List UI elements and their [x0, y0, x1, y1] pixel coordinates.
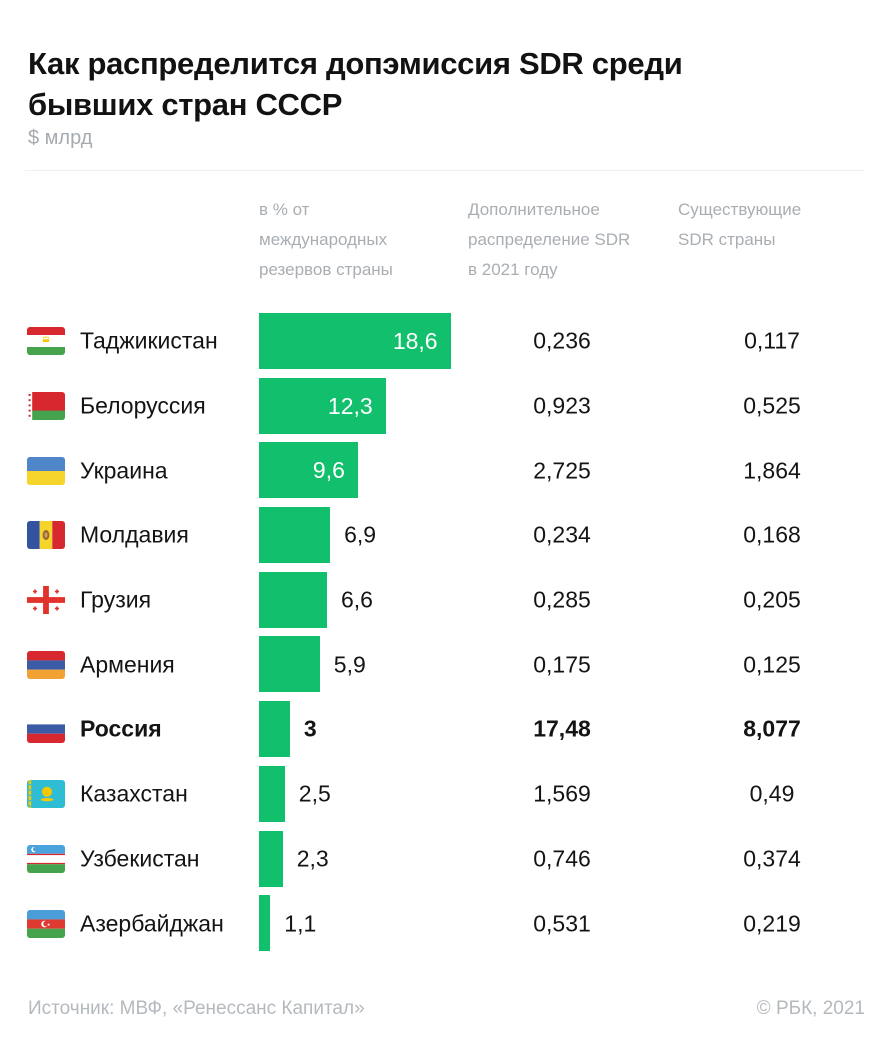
- country-label: Узбекистан: [80, 845, 200, 872]
- column-header-percent-of-reserves: в % от международных резервов страны: [259, 200, 393, 279]
- percent-bar-value: 6,9: [344, 521, 377, 548]
- page-title-line1: Как распределится допэмиссия SDR среди: [28, 45, 683, 81]
- percent-bar: 18,6: [259, 313, 451, 369]
- additional-sdr-value: 0,923: [533, 392, 591, 419]
- percent-bar-value: 6,6: [341, 586, 373, 613]
- existing-sdr-value: 0,168: [743, 521, 801, 548]
- table-row-uzbekistan: Узбекистан 2,3 0,746 0,374: [0, 827, 890, 892]
- page-title: Как распределится допэмиссия SDR среди бы…: [28, 43, 848, 125]
- table-row-russia: Россия 3 17,48 8,077: [0, 697, 890, 762]
- percent-bar-value: 18,6: [392, 328, 438, 354]
- table-row-belarus: Белоруссия 12,3 0,923 0,525: [0, 374, 890, 439]
- additional-sdr-value: 17,48: [533, 715, 591, 742]
- tajikistan-flag-icon: [27, 327, 65, 356]
- table-row-moldova: Молдавия 6,9 0,234 0,168: [0, 503, 890, 568]
- additional-sdr-value: 2,725: [533, 457, 591, 484]
- armenia-flag-icon: [27, 650, 65, 679]
- existing-sdr-value: 8,077: [743, 715, 801, 742]
- additional-sdr-value: 0,234: [533, 521, 591, 548]
- existing-sdr-value: 0,125: [743, 651, 801, 678]
- unit-label: $ млрд: [28, 127, 93, 149]
- table-row-kazakhstan: Казахстан 2,5 1,569 0,49: [0, 762, 890, 827]
- belarus-flag-icon: [27, 392, 65, 421]
- percent-bar-value: 9,6: [312, 457, 345, 484]
- source-label: Источник: МВФ, «Ренессанс Капитал»: [28, 998, 365, 1019]
- percent-bar-value: 12,3: [327, 392, 373, 419]
- column-header-existing-sdr: Существующие SDR страны: [678, 200, 802, 249]
- header-divider: [25, 170, 865, 171]
- additional-sdr-value: 0,531: [533, 910, 591, 937]
- percent-bar: [259, 830, 283, 887]
- percent-bar: [259, 636, 320, 693]
- existing-sdr-value: 0,49: [749, 780, 795, 807]
- percent-bar-value: 5,9: [333, 651, 366, 678]
- kazakhstan-flag-icon: [27, 780, 65, 809]
- country-label: Молдавия: [80, 521, 189, 548]
- percent-bar: [259, 571, 327, 628]
- copyright-label: © РБК, 2021: [756, 998, 865, 1019]
- country-label: Таджикистан: [80, 327, 218, 354]
- table-row-armenia: Армения 5,9 0,175 0,125: [0, 632, 890, 697]
- additional-sdr-value: 0,746: [533, 845, 591, 872]
- column-header-additional-sdr: Дополнительное распределение SDR в 2021 …: [468, 200, 631, 279]
- percent-bar: 12,3: [259, 377, 386, 434]
- table-row-azerbaijan: Азербайджан 1,1 0,531 0,219: [0, 891, 890, 956]
- additional-sdr-value: 0,175: [533, 651, 591, 678]
- footer: Источник: МВФ, «Ренессанс Капитал» © РБК…: [28, 998, 865, 1020]
- existing-sdr-value: 0,219: [743, 910, 801, 937]
- percent-bar-value: 2,3: [296, 845, 329, 872]
- percent-bar: 9,6: [259, 442, 358, 499]
- table-row-georgia: Грузия 6,6 0,285 0,205: [0, 568, 890, 633]
- table-row-tajikistan: Таджикистан 18,6 0,236 0,117: [0, 309, 890, 374]
- georgia-flag-icon: [27, 586, 65, 615]
- percent-bar-value: 2,5: [298, 780, 331, 807]
- country-label: Азербайджан: [80, 910, 224, 937]
- country-label: Россия: [80, 715, 162, 742]
- russia-flag-icon: [27, 715, 65, 744]
- country-label: Казахстан: [80, 780, 188, 807]
- additional-sdr-value: 0,236: [533, 327, 591, 354]
- percent-bar-value: 1,1: [284, 910, 317, 937]
- existing-sdr-value: 0,117: [744, 327, 800, 354]
- moldova-flag-icon: [27, 521, 65, 550]
- country-label: Белоруссия: [80, 392, 206, 419]
- existing-sdr-value: 0,525: [743, 392, 801, 419]
- table-row-ukraine: Украина 9,6 2,725 1,864: [0, 438, 890, 503]
- existing-sdr-value: 0,205: [743, 586, 801, 613]
- existing-sdr-value: 1,864: [743, 457, 801, 484]
- additional-sdr-value: 1,569: [533, 780, 591, 807]
- ukraine-flag-icon: [27, 456, 65, 485]
- chart-rows: Таджикистан 18,6 0,236 0,117 Белоруссия 12,3 0…: [0, 309, 890, 956]
- country-label: Армения: [80, 651, 175, 678]
- percent-bar: [259, 895, 271, 952]
- uzbekistan-flag-icon: [27, 844, 65, 873]
- percent-bar-value: 3: [303, 715, 317, 742]
- percent-bar: [259, 701, 290, 758]
- page-title-line2: бывших стран СССР: [28, 86, 343, 122]
- country-label: Украина: [80, 457, 168, 484]
- existing-sdr-value: 0,374: [743, 845, 801, 872]
- additional-sdr-value: 0,285: [533, 586, 591, 613]
- percent-bar: [259, 507, 331, 564]
- percent-bar: [259, 765, 285, 822]
- azerbaijan-flag-icon: [27, 909, 65, 938]
- country-label: Грузия: [80, 586, 152, 613]
